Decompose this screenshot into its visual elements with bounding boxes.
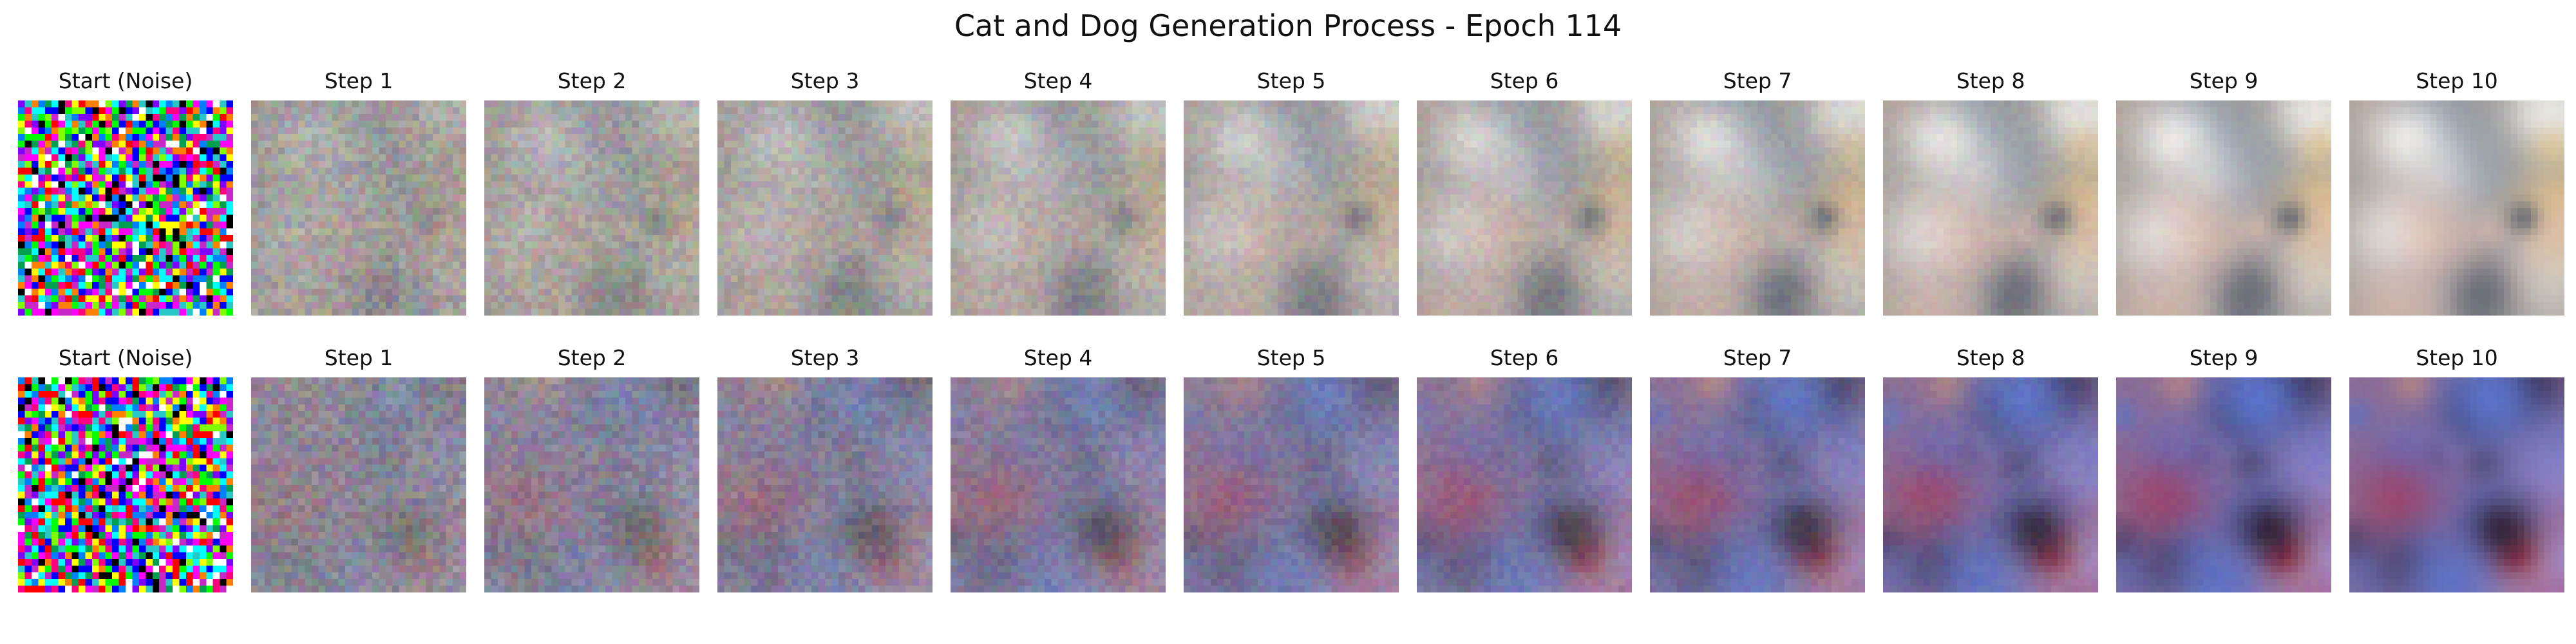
panel-title: Step 9 <box>2189 345 2259 370</box>
step-panel-cat: Step 6 <box>1417 64 1632 322</box>
panel-title: Step 7 <box>1723 345 1792 370</box>
step-panel-dog: Step 2 <box>484 341 699 599</box>
generation-row-cat: Start (Noise) Step 1 Step 2 Step 3 Step 4 Ste… <box>0 64 2576 322</box>
step-panel-dog: Step 7 <box>1650 341 1865 599</box>
panel-title: Step 7 <box>1723 68 1792 93</box>
panel-title: Step 10 <box>2416 345 2498 370</box>
panel-title: Step 2 <box>557 68 627 93</box>
figure-title: Cat and Dog Generation Process - Epoch 1… <box>954 8 1622 43</box>
step-panel-cat: Step 3 <box>717 64 933 322</box>
generated-image-dog <box>951 377 1166 592</box>
panel-title: Start (Noise) <box>58 68 193 93</box>
panel-title: Step 4 <box>1023 345 1093 370</box>
step-panel-dog: Step 1 <box>251 341 466 599</box>
generated-image-cat <box>2116 100 2331 316</box>
panel-title: Step 8 <box>1956 345 2025 370</box>
panel-title: Step 5 <box>1256 345 1326 370</box>
step-panel-cat: Step 9 <box>2116 64 2331 322</box>
generated-image-dog <box>251 377 466 592</box>
panel-title: Step 4 <box>1023 68 1093 93</box>
panel-title: Step 6 <box>1490 68 1559 93</box>
panel-title: Step 5 <box>1256 68 1326 93</box>
generated-image-cat <box>717 100 933 316</box>
generated-image-dog <box>2349 377 2564 592</box>
generated-image-cat <box>1883 100 2098 316</box>
panel-title: Step 1 <box>324 68 393 93</box>
generated-image-dog <box>717 377 933 592</box>
step-panel-cat: Step 8 <box>1883 64 2098 322</box>
step-panel-cat: Step 7 <box>1650 64 1865 322</box>
panel-title: Step 3 <box>790 345 860 370</box>
generated-image-cat <box>484 100 699 316</box>
step-panel-dog: Step 8 <box>1883 341 2098 599</box>
step-panel-dog: Step 10 <box>2349 341 2564 599</box>
generated-image-cat <box>951 100 1166 316</box>
generated-image-cat <box>1650 100 1865 316</box>
generated-image-dog <box>484 377 699 592</box>
generated-image-cat <box>1184 100 1399 316</box>
generated-image-cat <box>251 100 466 316</box>
noise-image-dog <box>18 377 233 592</box>
step-panel-dog: Step 4 <box>951 341 1166 599</box>
generated-image-cat <box>1417 100 1632 316</box>
generation-row-dog: Start (Noise) Step 1 Step 2 Step 3 Step 4 Ste… <box>0 341 2576 599</box>
step-panel-dog: Step 3 <box>717 341 933 599</box>
step-panel-dog: Step 6 <box>1417 341 1632 599</box>
generated-image-dog <box>1417 377 1632 592</box>
panel-title: Start (Noise) <box>58 345 193 370</box>
generated-image-dog <box>1883 377 2098 592</box>
panel-title: Step 3 <box>790 68 860 93</box>
panel-title: Step 1 <box>324 345 393 370</box>
noise-panel-cat: Start (Noise) <box>18 64 233 322</box>
step-panel-cat: Step 1 <box>251 64 466 322</box>
panel-title: Step 8 <box>1956 68 2025 93</box>
generated-image-dog <box>1650 377 1865 592</box>
step-panel-cat: Step 4 <box>951 64 1166 322</box>
generated-image-dog <box>1184 377 1399 592</box>
panel-title: Step 9 <box>2189 68 2259 93</box>
generated-image-cat <box>2349 100 2564 316</box>
step-panel-dog: Step 5 <box>1184 341 1399 599</box>
step-panel-cat: Step 2 <box>484 64 699 322</box>
step-panel-dog: Step 9 <box>2116 341 2331 599</box>
step-panel-cat: Step 10 <box>2349 64 2564 322</box>
generated-image-dog <box>2116 377 2331 592</box>
noise-panel-dog: Start (Noise) <box>18 341 233 599</box>
step-panel-cat: Step 5 <box>1184 64 1399 322</box>
noise-image-cat <box>18 100 233 316</box>
panel-title: Step 10 <box>2416 68 2498 93</box>
panel-title: Step 6 <box>1490 345 1559 370</box>
panel-title: Step 2 <box>557 345 627 370</box>
